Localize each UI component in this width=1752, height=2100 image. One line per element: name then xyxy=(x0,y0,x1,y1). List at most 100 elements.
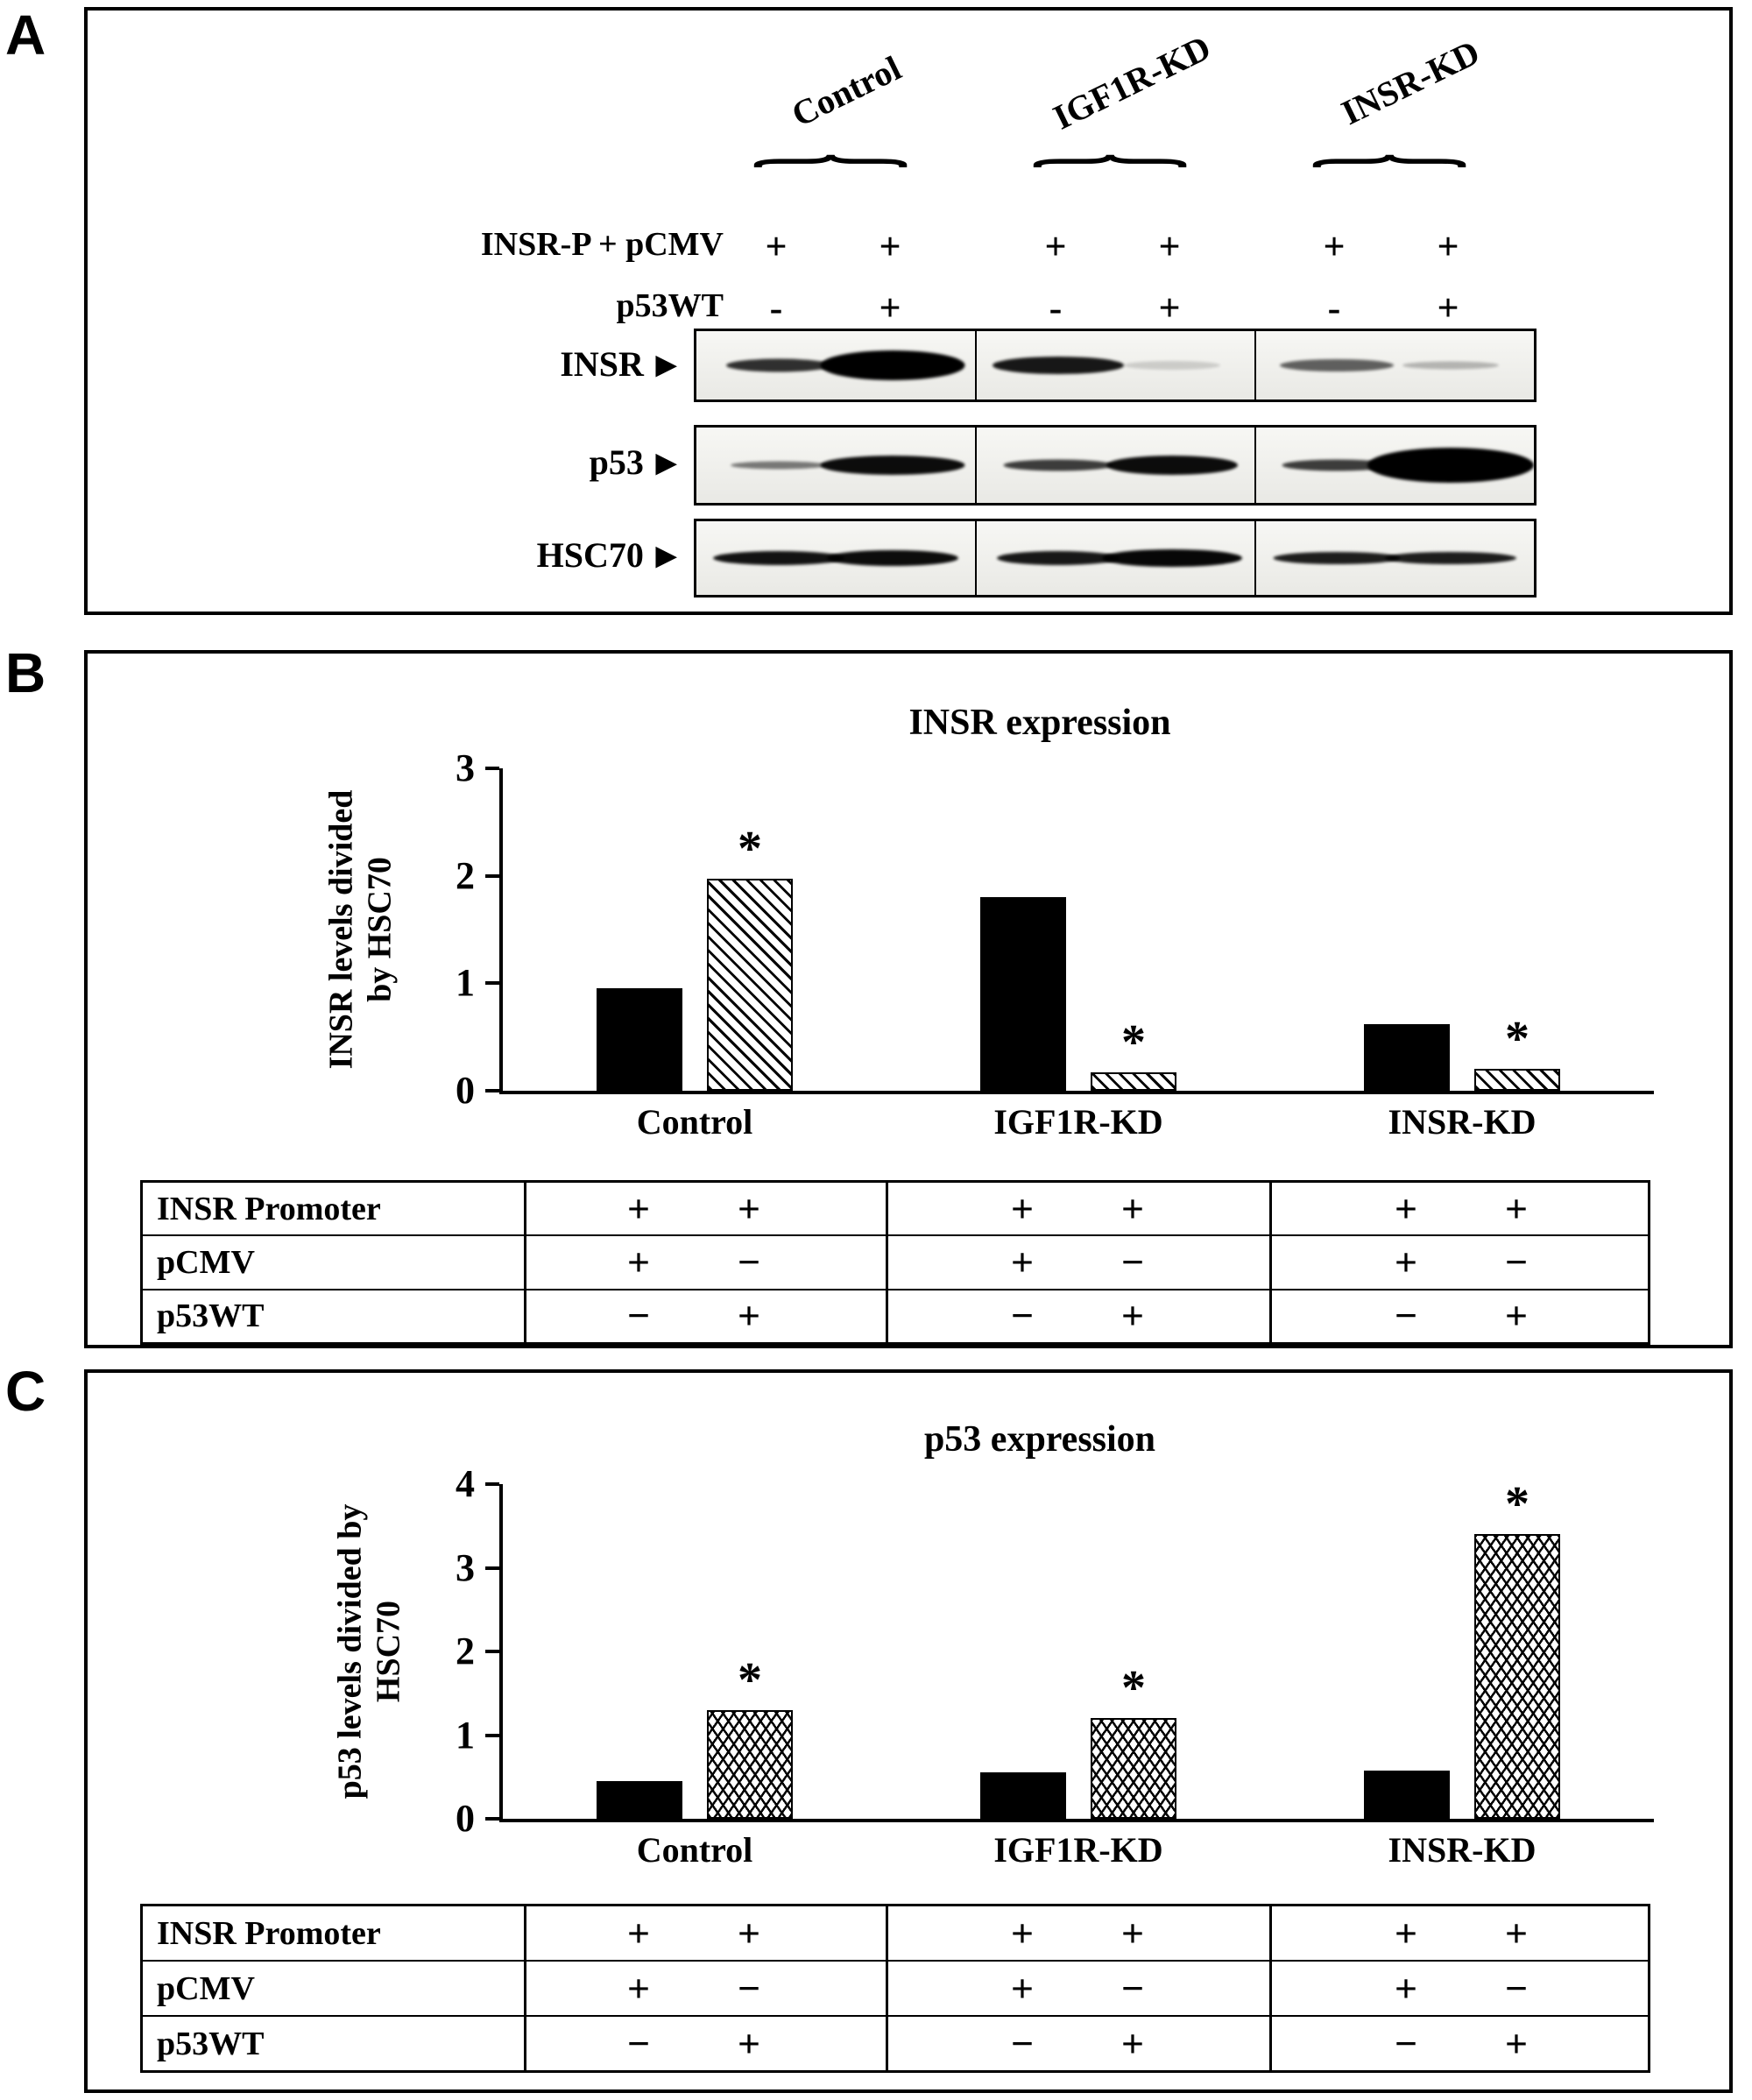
condition-row-label: INSR Promoter xyxy=(157,1914,381,1952)
bar-control-pcmv xyxy=(597,988,682,1091)
protein-band xyxy=(1385,552,1516,564)
y-tick-label: 0 xyxy=(456,1069,475,1112)
y-tick-label: 1 xyxy=(456,1713,475,1757)
condition-sign: + xyxy=(1120,1910,1145,1955)
x-category-label: IGF1R-KD xyxy=(993,1102,1163,1142)
group-label-insr-kd: INSR-KD xyxy=(1335,32,1486,133)
lane-sign: + xyxy=(879,286,901,329)
panel-a-letter: A xyxy=(5,4,46,67)
table-divider xyxy=(1269,1183,1272,1342)
protein-band xyxy=(713,551,844,565)
condition-sign: + xyxy=(1010,1185,1035,1231)
blot-label-p53: p53 ▶ xyxy=(88,445,676,480)
y-tick xyxy=(485,1733,499,1737)
condition-sign: − xyxy=(626,2020,651,2066)
significance-asterisk: * xyxy=(1505,1012,1529,1067)
bar-insr-kd-pcmv xyxy=(1364,1023,1450,1091)
y-axis-label: INSR levels divided by HSC70 xyxy=(322,684,399,1175)
significance-asterisk: * xyxy=(1121,1661,1146,1716)
blot-strip-p53 xyxy=(694,425,1537,506)
y-tick-label: 1 xyxy=(456,961,475,1005)
y-tick xyxy=(485,1650,499,1653)
panel-c-p53-expression: p53 expression p53 levels divided by HSC… xyxy=(84,1369,1733,2093)
condition-sign: − xyxy=(1504,1965,1529,2011)
condition-sign: + xyxy=(626,1239,651,1284)
lane-sign: + xyxy=(1158,225,1181,268)
condition-sign: − xyxy=(737,1239,761,1284)
protein-band xyxy=(1280,359,1394,371)
condition-sign: − xyxy=(1394,2020,1418,2066)
protein-band xyxy=(993,357,1124,374)
x-category-label: IGF1R-KD xyxy=(993,1830,1163,1870)
y-axis-label-line1: INSR levels divided xyxy=(322,789,360,1070)
brace-control-icon: { xyxy=(735,153,936,169)
blot-strip-insr xyxy=(694,329,1537,402)
condition-table-p53: INSR Promoter + + + + + + pCMV + − + − + − p53WT − + − + − + xyxy=(140,1904,1650,2073)
protein-band xyxy=(1273,552,1401,564)
lane-divider xyxy=(975,331,977,399)
blot-label-hsc70: HSC70 ▶ xyxy=(88,538,676,573)
blot-label-insr-text: INSR xyxy=(560,344,644,384)
significance-asterisk: * xyxy=(1121,1015,1146,1071)
condition-sign: + xyxy=(1394,1185,1418,1231)
condition-sign: + xyxy=(1394,1965,1418,2011)
condition-row-label: p53WT xyxy=(157,2025,265,2062)
blot-label-hsc70-text: HSC70 xyxy=(536,535,644,575)
bar-igf1r-kd-pcmv xyxy=(980,897,1066,1091)
blot-label-insr: INSR ▶ xyxy=(88,347,676,382)
bar-insr-kd-p53wt xyxy=(1474,1069,1560,1091)
protein-band xyxy=(1282,459,1392,471)
chart-title-insr: INSR expression xyxy=(908,703,1171,743)
condition-table-insr: INSR Promoter + + + + + + pCMV + − + − + − p53WT − + − + − + xyxy=(140,1180,1650,1345)
blot-label-p53-text: p53 xyxy=(589,442,644,482)
condition-sign: − xyxy=(737,1965,761,2011)
chart-title-p53: p53 expression xyxy=(923,1419,1156,1460)
protein-band xyxy=(1402,361,1499,370)
lane-divider xyxy=(1254,521,1256,595)
lane-sign: + xyxy=(1323,225,1346,268)
condition-sign: + xyxy=(737,2020,761,2066)
y-tick-label: 2 xyxy=(456,853,475,897)
lane-sign: - xyxy=(1327,286,1341,329)
y-tick xyxy=(485,1566,499,1570)
bar-control-p53wt xyxy=(707,879,793,1091)
table-divider xyxy=(1269,1906,1272,2070)
x-category-label: Control xyxy=(636,1102,753,1142)
condition-sign: + xyxy=(1504,1293,1529,1339)
group-label-igf1r-kd: IGF1R-KD xyxy=(1047,27,1217,138)
lane-divider xyxy=(975,428,977,503)
protein-band xyxy=(1367,448,1534,483)
condition-table-row: pCMV + − + − + − xyxy=(143,1960,1648,2015)
bar-insr-kd-p53wt xyxy=(1474,1534,1560,1819)
condition-sign: + xyxy=(737,1185,761,1231)
row-label-insrp-pcmv: INSR-P + pCMV xyxy=(480,226,724,263)
y-tick xyxy=(485,873,499,878)
condition-row-label: pCMV xyxy=(157,1243,255,1281)
protein-band xyxy=(1124,361,1220,370)
y-tick xyxy=(485,981,499,986)
y-tick xyxy=(485,1817,499,1821)
group-label-control: Control xyxy=(785,47,908,135)
protein-band xyxy=(827,550,958,566)
panel-b-letter: B xyxy=(5,641,46,704)
bar-igf1r-kd-p53wt xyxy=(1091,1072,1176,1091)
y-axis-label-wrap: INSR levels divided by HSC70 xyxy=(308,768,413,1091)
x-category-label: Control xyxy=(636,1830,753,1870)
lane-sign: - xyxy=(1049,286,1063,329)
protein-band xyxy=(997,551,1120,565)
bar-igf1r-kd-p53wt xyxy=(1091,1718,1176,1819)
brace-igf1r-kd-icon: { xyxy=(1014,153,1216,169)
y-tick-label: 3 xyxy=(456,1545,475,1589)
condition-sign: + xyxy=(1120,2020,1145,2066)
protein-band xyxy=(1102,549,1242,567)
lane-sign: + xyxy=(1044,225,1067,268)
condition-sign: − xyxy=(1394,1293,1418,1339)
condition-sign: − xyxy=(1120,1239,1145,1284)
condition-sign: + xyxy=(626,1185,651,1231)
protein-band xyxy=(820,456,965,475)
condition-sign: + xyxy=(1504,2020,1529,2066)
condition-sign: + xyxy=(626,1910,651,1955)
condition-sign: + xyxy=(1010,1910,1035,1955)
lane-sign: + xyxy=(879,225,901,268)
protein-band xyxy=(1003,459,1113,471)
